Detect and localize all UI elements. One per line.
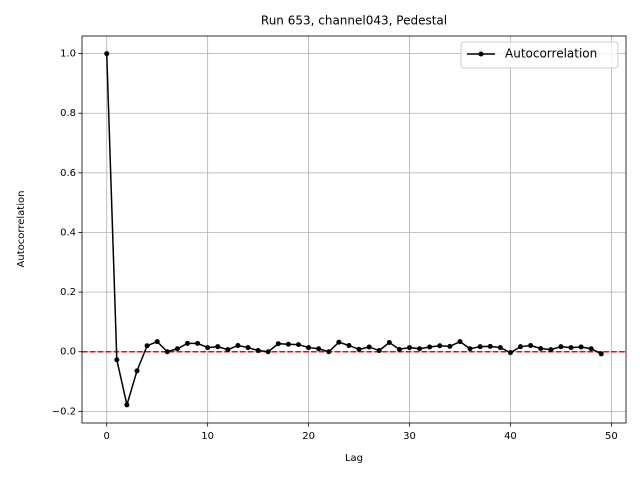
data-point — [346, 342, 352, 348]
data-point — [275, 341, 281, 347]
data-point — [326, 349, 332, 355]
data-point — [376, 348, 382, 354]
data-point — [184, 340, 190, 346]
data-point — [417, 346, 423, 352]
data-point — [386, 339, 392, 345]
y-tick-label: 0.2 — [60, 287, 76, 298]
data-point — [548, 347, 554, 353]
data-point — [396, 346, 402, 352]
y-tick-label: 0.4 — [60, 227, 76, 238]
data-point — [447, 343, 453, 349]
data-point — [124, 402, 130, 408]
x-tick-label: 10 — [201, 431, 214, 442]
data-point — [144, 343, 150, 349]
data-point — [437, 343, 443, 349]
data-point — [205, 345, 211, 351]
x-tick-label: 50 — [605, 431, 618, 442]
data-point — [215, 344, 221, 350]
legend-label: Autocorrelation — [505, 47, 597, 61]
data-point — [477, 344, 483, 350]
data-point — [104, 51, 110, 57]
data-point — [467, 346, 473, 352]
x-tick-label: 20 — [302, 431, 315, 442]
y-tick-label: 1.0 — [60, 49, 76, 60]
data-point — [518, 344, 524, 350]
x-tick-label: 30 — [403, 431, 416, 442]
data-point — [336, 339, 342, 345]
data-point — [235, 342, 241, 348]
chart-title: Run 653, channel043, Pedestal — [261, 14, 447, 28]
data-point — [114, 357, 120, 363]
data-point — [538, 345, 544, 351]
x-tick-label: 40 — [504, 431, 517, 442]
data-point — [568, 345, 574, 351]
data-point — [225, 347, 231, 353]
data-point — [245, 345, 251, 351]
data-point — [306, 345, 312, 351]
data-point — [427, 344, 433, 350]
data-point — [295, 342, 301, 348]
data-point — [154, 339, 160, 345]
y-tick-label: 0.8 — [60, 108, 76, 119]
x-tick-label: 0 — [104, 431, 110, 442]
data-point — [164, 349, 170, 355]
data-point — [558, 344, 564, 350]
y-tick-label: 0.6 — [60, 168, 76, 179]
data-point — [497, 345, 503, 351]
data-point — [174, 346, 180, 352]
data-point — [285, 341, 291, 347]
y-tick-label: 0.0 — [60, 347, 76, 358]
axes-frame — [81, 35, 627, 424]
data-point — [407, 345, 413, 351]
data-point — [366, 344, 372, 350]
data-point — [316, 346, 322, 352]
legend-marker — [478, 51, 484, 57]
data-point — [528, 342, 534, 348]
data-point — [598, 351, 604, 357]
x-axis-label: Lag — [345, 453, 363, 464]
data-point — [356, 346, 362, 352]
y-tick-label: −0.2 — [52, 406, 76, 417]
data-point — [255, 348, 261, 354]
data-point — [134, 368, 140, 374]
data-point — [265, 349, 271, 355]
data-point — [578, 344, 584, 350]
data-point — [487, 343, 493, 349]
data-point — [195, 340, 201, 346]
y-axis-label: Autocorrelation — [16, 191, 27, 268]
legend-box — [460, 41, 619, 69]
data-point — [457, 339, 463, 345]
data-point — [507, 350, 513, 356]
data-point — [588, 346, 594, 352]
